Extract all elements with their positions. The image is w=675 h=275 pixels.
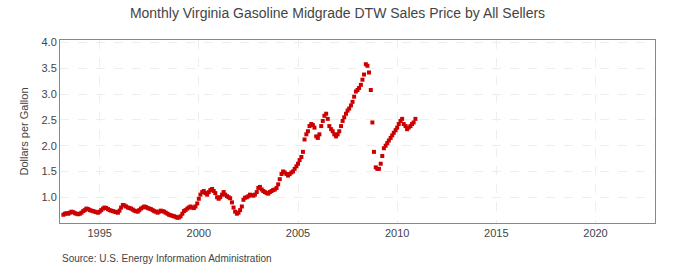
svg-text:1.0: 1.0 — [42, 191, 57, 203]
svg-text:2000: 2000 — [187, 227, 211, 239]
svg-text:3.0: 3.0 — [42, 88, 57, 100]
svg-text:4.0: 4.0 — [42, 36, 57, 48]
svg-text:2.0: 2.0 — [42, 140, 57, 152]
svg-text:2.5: 2.5 — [42, 114, 57, 126]
svg-text:2005: 2005 — [286, 227, 310, 239]
svg-text:Monthly Virginia Gasoline Midg: Monthly Virginia Gasoline Midgrade DTW S… — [130, 5, 545, 21]
svg-text:2020: 2020 — [583, 227, 607, 239]
svg-text:3.5: 3.5 — [42, 62, 57, 74]
svg-text:Dollars per Gallon: Dollars per Gallon — [18, 87, 30, 175]
svg-text:1.5: 1.5 — [42, 165, 57, 177]
svg-text:2010: 2010 — [385, 227, 409, 239]
svg-text:1995: 1995 — [87, 227, 111, 239]
svg-text:Source: U.S. Energy Informatio: Source: U.S. Energy Information Administ… — [62, 253, 272, 264]
svg-text:2015: 2015 — [484, 227, 508, 239]
